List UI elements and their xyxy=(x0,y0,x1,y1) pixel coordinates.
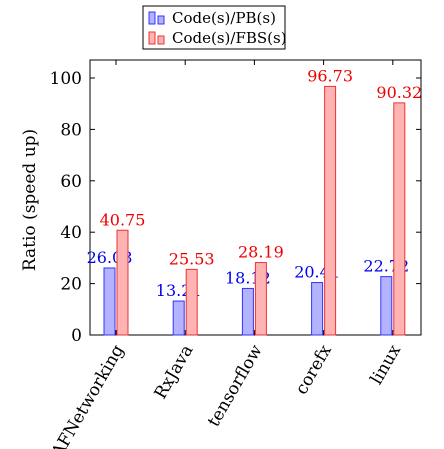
plot-area: 020406080100AFNetworking26.0840.75RxJava… xyxy=(47,59,422,449)
x-tick-label: corefx xyxy=(292,341,336,398)
bar-pb xyxy=(172,300,185,336)
bar-pb xyxy=(241,287,254,336)
bar-fbs xyxy=(185,268,198,336)
bar-fbs xyxy=(324,85,337,336)
x-tick-label: linux xyxy=(367,341,406,388)
legend: Code(s)/PB(s) Code(s)/FBS(s) xyxy=(142,5,287,50)
y-tick-label: 0 xyxy=(71,326,82,346)
bar-fbs xyxy=(393,102,406,336)
y-tick-label: 20 xyxy=(60,275,82,295)
legend-label-pb: Code(s)/PB(s) xyxy=(172,9,276,27)
legend-swatch-fbs xyxy=(148,31,165,45)
bar-fbs xyxy=(116,229,129,336)
data-label-fbs: 90.32 xyxy=(376,83,422,102)
data-label-fbs: 25.53 xyxy=(169,249,215,268)
data-label-fbs: 40.75 xyxy=(100,210,146,229)
y-tick-label: 100 xyxy=(50,69,82,89)
data-label-fbs: 28.19 xyxy=(238,243,284,262)
bar-pb xyxy=(311,282,324,336)
bar-fbs xyxy=(254,262,267,336)
legend-swatch-pb xyxy=(148,11,165,25)
x-tick-label: AFNetworking xyxy=(47,341,128,449)
x-tick-label: tensorflow xyxy=(204,341,267,430)
x-tick-label: RxJava xyxy=(151,342,198,403)
y-tick-label: 80 xyxy=(60,120,82,140)
bar-pb xyxy=(103,267,116,336)
y-tick-label: 40 xyxy=(60,223,82,243)
data-label-fbs: 96.73 xyxy=(307,66,353,85)
y-axis-title: Ratio (speed up) xyxy=(20,129,40,271)
y-tick-label: 60 xyxy=(60,172,82,192)
legend-box xyxy=(142,5,286,50)
legend-label-fbs: Code(s)/FBS(s) xyxy=(172,29,287,47)
bar-pb xyxy=(380,276,393,336)
